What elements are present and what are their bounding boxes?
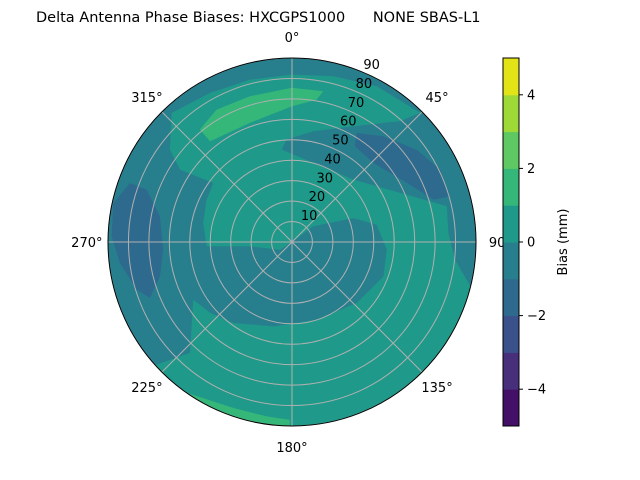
theta-gridline bbox=[161, 111, 293, 243]
r-tick-label: 60 bbox=[340, 115, 357, 130]
chart-title: Delta Antenna Phase Biases: HXCGPS1000 N… bbox=[36, 10, 481, 26]
r-tick-label: 80 bbox=[356, 77, 373, 92]
r-tick-label: 90 bbox=[363, 58, 380, 73]
polar-outer-frame bbox=[107, 57, 477, 427]
theta-tick-label: 0° bbox=[285, 31, 300, 46]
theta-tick-label: 315° bbox=[131, 91, 162, 106]
theta-gridline bbox=[291, 241, 423, 373]
colorbar-bin bbox=[503, 58, 519, 96]
colorbar-tick-label: −4 bbox=[527, 383, 546, 398]
theta-gridline bbox=[161, 241, 293, 373]
theta-tick-label: 90 bbox=[489, 236, 506, 251]
r-tick-label: 10 bbox=[301, 209, 318, 224]
contour-region-5 bbox=[186, 392, 290, 426]
r-tick-label: 40 bbox=[324, 152, 341, 167]
r-tick-label: 70 bbox=[348, 96, 365, 111]
theta-tick-label: 180° bbox=[276, 441, 307, 456]
colorbar-bin bbox=[503, 242, 519, 280]
colorbar-bin bbox=[503, 352, 519, 390]
contour-region-3 bbox=[111, 183, 164, 298]
r-tick-labels: 10 20 30 40 50 60 70 80 90 bbox=[301, 58, 380, 224]
theta-tick-label: 225° bbox=[131, 381, 162, 396]
theta-tick-label: 270° bbox=[71, 236, 102, 251]
contour-region-2 bbox=[354, 133, 451, 200]
theta-tick-label: 45° bbox=[426, 91, 449, 106]
r-tick-label: 30 bbox=[316, 171, 333, 186]
colorbar-bin bbox=[503, 94, 519, 133]
colorbar-bin bbox=[503, 205, 519, 243]
colorbar-label: Bias (mm) bbox=[556, 209, 571, 276]
colorbar-tick-label: 2 bbox=[527, 162, 535, 177]
theta-tick-label: 135° bbox=[421, 381, 452, 396]
polar-plot-area bbox=[108, 58, 476, 426]
colorbar-bin bbox=[503, 131, 519, 169]
r-tick-label: 20 bbox=[309, 190, 326, 205]
colorbar: −4 −2 0 2 4 bbox=[502, 57, 546, 427]
contour-region-0 bbox=[108, 58, 421, 366]
theta-gridline bbox=[291, 111, 423, 243]
contour-region-1 bbox=[281, 111, 476, 287]
colorbar-tick-label: 4 bbox=[527, 88, 535, 103]
colorbar-bin bbox=[503, 168, 519, 206]
r-tick-label: 50 bbox=[332, 134, 349, 149]
colorbar-bin bbox=[503, 389, 519, 427]
polar-grid bbox=[108, 58, 476, 426]
colorbar-bin bbox=[503, 278, 519, 317]
colorbar-tick-label: −2 bbox=[527, 309, 546, 324]
colorbar-bin bbox=[503, 315, 519, 353]
theta-tick-labels: 0° 45° 90 135° 180° 225° 270° 315° bbox=[71, 31, 505, 456]
colorbar-tick-label: 0 bbox=[527, 236, 535, 251]
